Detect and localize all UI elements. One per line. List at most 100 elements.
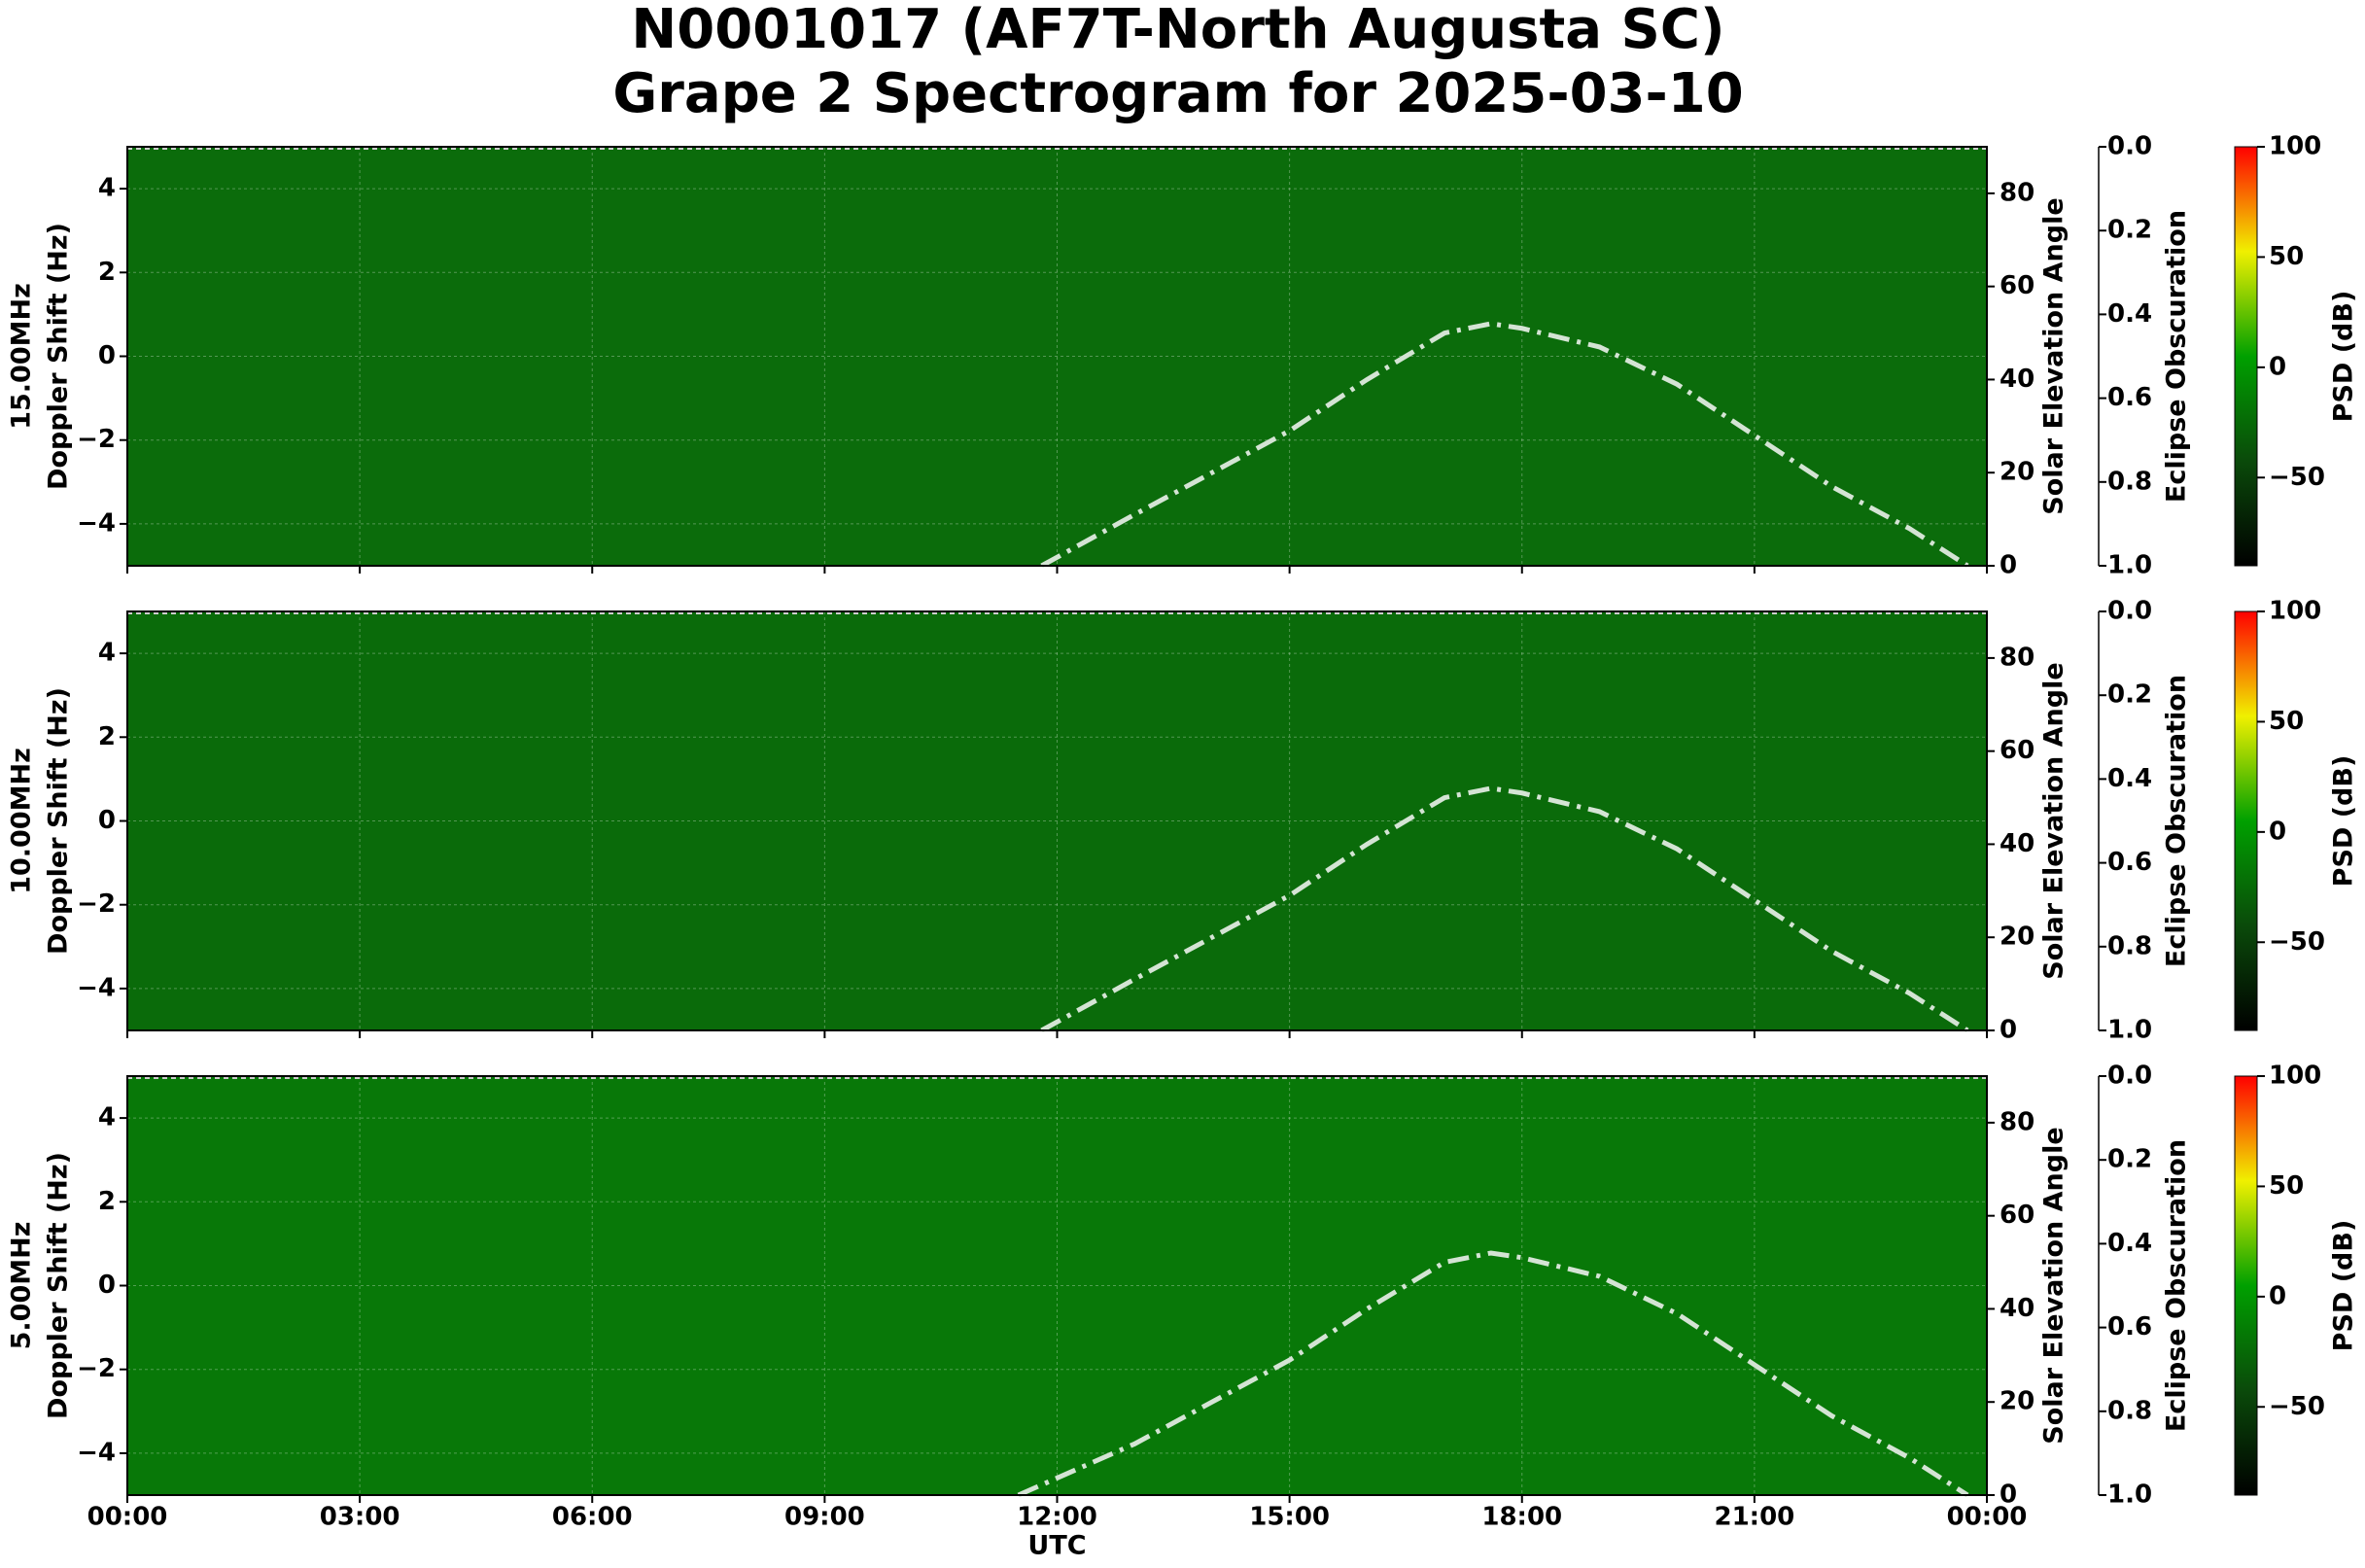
- colorbar-label: PSD (dB): [2329, 1220, 2359, 1352]
- y3-tick-label: 0.4: [2107, 299, 2152, 329]
- heatmap: [127, 611, 1987, 1030]
- y3-axis-label: Eclipse Obscuration: [2162, 675, 2192, 967]
- y-tick-label: 4: [98, 174, 116, 203]
- y3-tick-label: 0.8: [2107, 467, 2152, 496]
- y-tick-label: 4: [98, 639, 116, 668]
- y2-tick-label: 0: [2000, 1016, 2017, 1045]
- x-tick-label: 03:00: [320, 1503, 400, 1532]
- y3-tick-label: 0.4: [2107, 764, 2152, 793]
- y2-tick-label: 40: [2000, 365, 2035, 394]
- y3-tick-label: 1.0: [2107, 551, 2152, 580]
- heatmap: [127, 147, 1987, 566]
- y3-tick-label: 0.2: [2107, 680, 2152, 710]
- y3-axis-label: Eclipse Obscuration: [2162, 210, 2192, 503]
- y-tick-label: 0: [98, 1271, 116, 1300]
- colorbar-tick-label: −50: [2269, 463, 2325, 492]
- x-tick-label: 06:00: [552, 1503, 633, 1532]
- y-axis-label: 10.00MHz: [7, 748, 37, 894]
- y2-tick-label: 20: [2000, 1387, 2035, 1416]
- colorbar-tick-label: −50: [2269, 1392, 2325, 1421]
- y-tick-label: −4: [77, 973, 116, 1002]
- colorbar-tick-label: 100: [2269, 132, 2321, 161]
- heatmap: [127, 1076, 1987, 1495]
- y-axis-label: Doppler Shift (Hz): [44, 1152, 74, 1419]
- y2-tick-label: 20: [2000, 458, 2035, 487]
- y2-tick-label: 60: [2000, 1201, 2035, 1230]
- y2-tick-label: 80: [2000, 1107, 2035, 1136]
- y-tick-label: −2: [77, 1354, 116, 1383]
- colorbar-tick-label: 100: [2269, 597, 2321, 626]
- y2-tick-label: 80: [2000, 643, 2035, 672]
- plot-frame: [126, 610, 1988, 1031]
- colorbar-tick-label: 0: [2269, 1281, 2286, 1310]
- colorbar-tick-label: 0: [2269, 352, 2286, 381]
- colorbar-tick-label: 100: [2269, 1062, 2321, 1091]
- solar-elevation-line: [1040, 785, 1969, 1033]
- y-axis-label: 15.00MHz: [7, 283, 37, 430]
- y3-tick-label: 1.0: [2107, 1481, 2152, 1510]
- solar-elevation-line: [1040, 321, 1969, 569]
- plot-frame: [126, 146, 1988, 567]
- y3-tick-label: 0.2: [2107, 216, 2152, 245]
- x-tick-label: 15:00: [1249, 1503, 1330, 1532]
- y2-tick-label: 40: [2000, 1294, 2035, 1323]
- y-tick-label: −4: [77, 508, 116, 538]
- solar-elevation-line: [1017, 1250, 1969, 1498]
- colorbar-tick-label: −50: [2269, 927, 2325, 957]
- y3-tick-label: 0.0: [2107, 132, 2152, 161]
- y3-tick-label: 0.8: [2107, 931, 2152, 960]
- y3-tick-label: 0.6: [2107, 1312, 2152, 1342]
- y-tick-label: 4: [98, 1103, 116, 1132]
- colorbar-tick-label: 50: [2269, 242, 2304, 271]
- colorbar: [2234, 146, 2258, 567]
- colorbar: [2234, 1075, 2258, 1496]
- y-axis-label: Doppler Shift (Hz): [44, 223, 74, 490]
- y2-tick-label: 20: [2000, 923, 2035, 952]
- y2-tick-label: 60: [2000, 271, 2035, 300]
- y-tick-label: −2: [77, 425, 116, 454]
- y2-axis-label: Solar Elevation Angle: [2039, 197, 2069, 514]
- y2-tick-label: 60: [2000, 736, 2035, 765]
- y-axis-label: Doppler Shift (Hz): [44, 687, 74, 955]
- y2-axis-label: Solar Elevation Angle: [2039, 1127, 2069, 1444]
- y3-tick-label: 0.2: [2107, 1145, 2152, 1174]
- y3-axis-label: Eclipse Obscuration: [2162, 1139, 2192, 1432]
- x-tick-label: 00:00: [87, 1503, 168, 1532]
- y3-tick-label: 0.8: [2107, 1396, 2152, 1425]
- x-tick-label: 18:00: [1481, 1503, 1562, 1532]
- x-tick-label: 21:00: [1714, 1503, 1794, 1532]
- y3-tick-label: 1.0: [2107, 1016, 2152, 1045]
- y-tick-label: 0: [98, 341, 116, 370]
- y3-tick-label: 0.0: [2107, 1062, 2152, 1091]
- y3-tick-label: 0.6: [2107, 848, 2152, 877]
- x-tick-label: 12:00: [1017, 1503, 1097, 1532]
- plot-frame: [126, 1075, 1988, 1496]
- y2-tick-label: 80: [2000, 178, 2035, 207]
- y-tick-label: −4: [77, 1438, 116, 1467]
- y3-tick-label: 0.6: [2107, 383, 2152, 412]
- x-axis-label: UTC: [1027, 1531, 1086, 1561]
- x-tick-label: 00:00: [1947, 1503, 2028, 1532]
- y-axis-label: 5.00MHz: [7, 1222, 37, 1350]
- x-tick-label: 09:00: [784, 1503, 865, 1532]
- colorbar: [2234, 610, 2258, 1031]
- y2-tick-label: 40: [2000, 829, 2035, 858]
- y2-tick-label: 0: [2000, 551, 2017, 580]
- y3-tick-label: 0.4: [2107, 1229, 2152, 1258]
- title-line: N0001017 (AF7T-North Augusta SC): [631, 0, 1724, 61]
- y2-tick-label: 0: [2000, 1481, 2017, 1510]
- colorbar-label: PSD (dB): [2329, 755, 2359, 888]
- colorbar-tick-label: 50: [2269, 1171, 2304, 1201]
- colorbar-tick-label: 50: [2269, 707, 2304, 736]
- title-line: Grape 2 Spectrogram for 2025-03-10: [612, 62, 1743, 125]
- y-tick-label: 2: [98, 722, 116, 751]
- y-tick-label: 2: [98, 258, 116, 287]
- y-tick-label: 0: [98, 806, 116, 835]
- y-tick-label: −2: [77, 889, 116, 919]
- y-tick-label: 2: [98, 1187, 116, 1216]
- y3-tick-label: 0.0: [2107, 597, 2152, 626]
- y2-axis-label: Solar Elevation Angle: [2039, 662, 2069, 979]
- colorbar-label: PSD (dB): [2329, 291, 2359, 423]
- colorbar-tick-label: 0: [2269, 817, 2286, 846]
